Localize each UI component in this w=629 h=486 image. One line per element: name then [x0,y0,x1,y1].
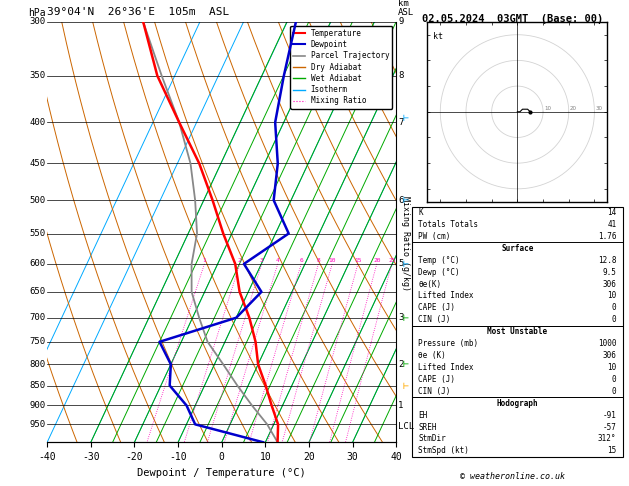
Text: 0: 0 [612,315,616,324]
Text: hPa: hPa [28,8,45,17]
Text: 10: 10 [328,258,336,263]
Text: 4: 4 [276,258,279,263]
Text: 3: 3 [398,313,403,322]
Text: CAPE (J): CAPE (J) [418,375,455,384]
Text: Surface: Surface [501,244,533,253]
Text: 450: 450 [30,159,45,168]
Text: LCL: LCL [398,422,414,431]
Text: 900: 900 [30,401,45,410]
Text: Lifted Index: Lifted Index [418,292,474,300]
Text: EH: EH [418,411,428,419]
Text: 306: 306 [603,351,616,360]
Text: ⊢: ⊢ [403,195,409,205]
Text: 15: 15 [354,258,362,263]
Text: 2: 2 [398,360,403,369]
Text: 500: 500 [30,196,45,205]
Text: 39°04'N  26°36'E  105m  ASL: 39°04'N 26°36'E 105m ASL [47,7,230,17]
Text: ⊢: ⊢ [403,381,409,391]
Text: Hodograph: Hodograph [496,399,538,408]
Text: 6: 6 [299,258,303,263]
Text: ⊢: ⊢ [403,359,409,369]
Text: Totals Totals: Totals Totals [418,220,479,229]
Text: 350: 350 [30,71,45,80]
Text: 9: 9 [398,17,403,26]
Text: © weatheronline.co.uk: © weatheronline.co.uk [460,472,565,481]
Text: PW (cm): PW (cm) [418,232,451,241]
Text: 12.8: 12.8 [598,256,616,265]
Text: 41: 41 [607,220,616,229]
Text: kt: kt [433,32,443,41]
Text: 700: 700 [30,313,45,322]
Text: 10: 10 [607,363,616,372]
Text: 0: 0 [612,303,616,312]
Text: 02.05.2024  03GMT  (Base: 00): 02.05.2024 03GMT (Base: 00) [422,14,603,24]
Text: km
ASL: km ASL [398,0,414,17]
Text: K: K [418,208,423,217]
X-axis label: Dewpoint / Temperature (°C): Dewpoint / Temperature (°C) [137,468,306,478]
Text: 8: 8 [316,258,320,263]
Text: -91: -91 [603,411,616,419]
Text: 2: 2 [238,258,242,263]
Text: 30: 30 [596,106,603,111]
Text: 14: 14 [607,208,616,217]
Text: Most Unstable: Most Unstable [487,327,547,336]
Text: CAPE (J): CAPE (J) [418,303,455,312]
Text: 5: 5 [398,260,403,268]
Text: 20: 20 [570,106,577,111]
Text: 9.5: 9.5 [603,268,616,277]
Text: 400: 400 [30,118,45,127]
Text: CIN (J): CIN (J) [418,315,451,324]
Text: 6: 6 [398,196,403,205]
Text: 550: 550 [30,229,45,238]
Text: 300: 300 [30,17,45,26]
Text: 950: 950 [30,420,45,429]
Text: 306: 306 [603,279,616,289]
Text: Pressure (mb): Pressure (mb) [418,339,479,348]
Text: 15: 15 [607,446,616,455]
Bar [412,397,623,457]
Text: θe(K): θe(K) [418,279,442,289]
Text: Lifted Index: Lifted Index [418,363,474,372]
Text: 1.76: 1.76 [598,232,616,241]
Text: 3: 3 [260,258,264,263]
Text: 1000: 1000 [598,339,616,348]
Text: StmDir: StmDir [418,434,446,443]
Text: 750: 750 [30,337,45,347]
Text: θe (K): θe (K) [418,351,446,360]
Text: Dewp (°C): Dewp (°C) [418,268,460,277]
Text: 0: 0 [612,375,616,384]
Bar [412,243,623,326]
Text: ⊢: ⊢ [403,312,409,323]
Text: 20: 20 [373,258,381,263]
Text: ⊢: ⊢ [403,259,409,269]
Text: 10: 10 [607,292,616,300]
Text: 850: 850 [30,381,45,390]
Legend: Temperature, Dewpoint, Parcel Trajectory, Dry Adiabat, Wet Adiabat, Isotherm, Mi: Temperature, Dewpoint, Parcel Trajectory… [290,26,392,108]
Text: 650: 650 [30,287,45,296]
Text: StmSpd (kt): StmSpd (kt) [418,446,469,455]
Text: 800: 800 [30,360,45,369]
Text: 8: 8 [398,71,403,80]
Text: SREH: SREH [418,422,437,432]
Text: 1: 1 [203,258,206,263]
Text: 312°: 312° [598,434,616,443]
Text: 1: 1 [398,401,403,410]
Bar [412,326,623,397]
Text: 0: 0 [612,387,616,396]
Text: Mixing Ratio (g/kg): Mixing Ratio (g/kg) [401,195,410,291]
Text: 7: 7 [398,118,403,127]
Text: -57: -57 [603,422,616,432]
Text: 600: 600 [30,260,45,268]
Text: ⊢: ⊢ [403,113,409,123]
Text: Temp (°C): Temp (°C) [418,256,460,265]
Text: 25: 25 [388,258,396,263]
Text: CIN (J): CIN (J) [418,387,451,396]
Text: 10: 10 [544,106,552,111]
